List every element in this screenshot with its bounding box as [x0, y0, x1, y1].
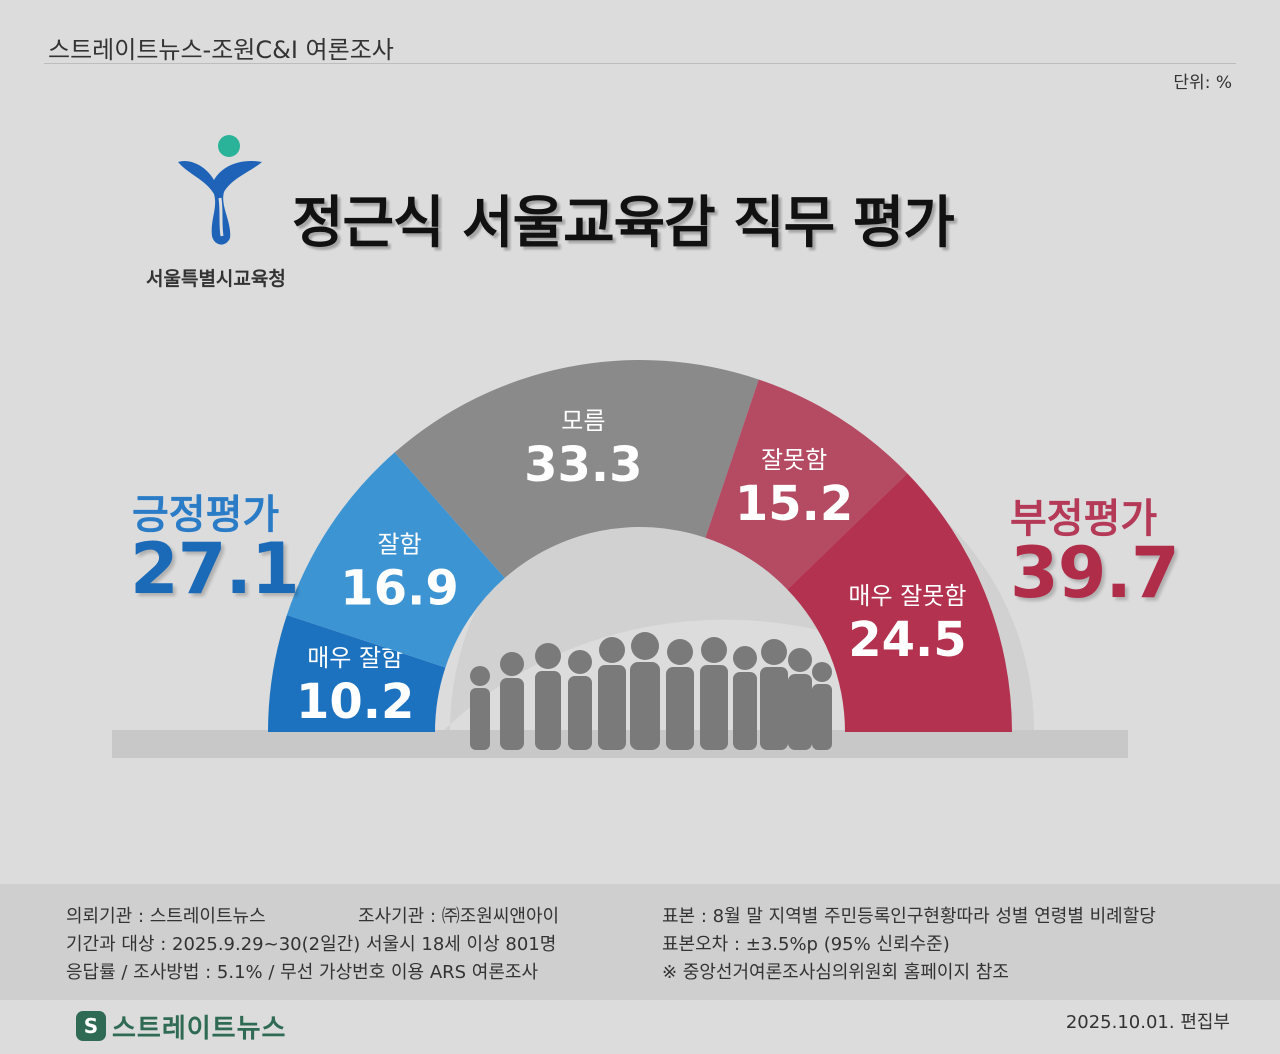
negative-rating-value: 39.7	[1010, 532, 1180, 614]
negative-rating-label: 부정평가	[1010, 496, 1158, 542]
chart-segment-3	[705, 379, 908, 590]
segment-category-label: 매우 잘함	[307, 644, 403, 672]
publish-date: 2025.10.01. 편집부	[1065, 1012, 1230, 1033]
survey-info-panel: 의뢰기관 : 스트레이트뉴스 조사기관 : ㈜조원씨앤아이 기간과 대상 : 2…	[0, 884, 1280, 1000]
segment-category-label: 잘함	[377, 531, 421, 559]
segment-category-label: 잘못함	[761, 446, 827, 474]
survey-note: ※ 중앙선거여론조사심의위원회 홈페이지 참조	[662, 962, 1009, 983]
education-office-logo	[178, 135, 262, 245]
logo-org-name: 서울특별시교육청	[146, 268, 286, 290]
header-title: 스트레이트뉴스-조원C&I 여론조사	[48, 36, 394, 64]
positive-rating-value: 27.1	[130, 528, 300, 610]
survey-client: 의뢰기관 : 스트레이트뉴스	[66, 906, 266, 927]
survey-error: 표본오차 : ±3.5%p (95% 신뢰수준)	[662, 934, 950, 955]
chart-segment-4	[787, 473, 1012, 732]
segment-value-label: 15.2	[735, 476, 853, 532]
segment-value-label: 24.5	[848, 612, 966, 668]
positive-rating-label: 긍정평가	[132, 492, 280, 538]
unit-label: 단위: %	[1173, 73, 1232, 93]
segment-category-label: 매우 잘못함	[848, 582, 966, 610]
segment-value-label: 33.3	[524, 437, 642, 493]
survey-sample: 표본 : 8월 말 지역별 주민등록인구현황따라 성별 연령별 비례할당	[662, 906, 1156, 927]
bottom-bar	[0, 1000, 1280, 1054]
survey-period: 기간과 대상 : 2025.9.29~30(2일간) 서울시 18세 이상 80…	[66, 934, 557, 955]
brand-name: 스트레이트뉴스	[112, 1013, 287, 1044]
segment-category-label: 모름	[561, 407, 605, 435]
survey-method: 응답률 / 조사방법 : 5.1% / 무선 가상번호 이용 ARS 여론조사	[66, 962, 539, 983]
brand-mark-icon: S	[76, 1011, 106, 1041]
survey-agency: 조사기관 : ㈜조원씨앤아이	[358, 906, 560, 927]
chart-segment-0	[268, 614, 446, 732]
page-title: 정근식 서울교육감 직무 평가	[292, 191, 955, 256]
header-divider	[44, 63, 1236, 64]
chart-segment-1	[286, 452, 505, 668]
segment-value-label: 10.2	[296, 674, 414, 730]
segment-value-label: 16.9	[340, 561, 458, 617]
chart-segment-2	[394, 359, 759, 578]
crowd-silhouette-icon	[470, 632, 832, 750]
brand-logo: S 스트레이트뉴스	[76, 1010, 287, 1044]
